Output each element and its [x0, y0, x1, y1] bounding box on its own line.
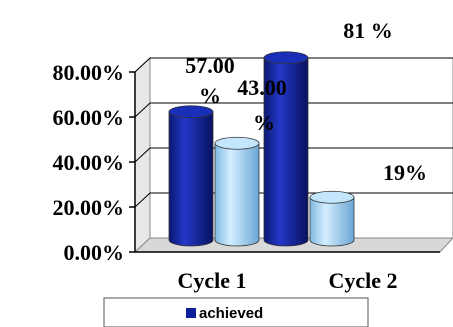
- gridline: [134, 147, 453, 163]
- bar-achieved-cycle-1: [168, 105, 214, 247]
- x-tick-label: Cycle 2: [328, 268, 397, 293]
- data-label: 19%: [383, 160, 427, 185]
- data-label: %: [253, 110, 275, 135]
- legend-swatch-achieved: [186, 308, 196, 318]
- data-labels: 57.00% 81 % 43.00% 19%: [185, 18, 427, 185]
- category-labels: Cycle 1 Cycle 2: [177, 268, 397, 293]
- bar-top: [263, 51, 309, 65]
- bar-body: [168, 111, 214, 247]
- data-label: %: [199, 83, 221, 108]
- y-tick-label: 0.00%: [64, 240, 125, 265]
- y-tick-labels: 0.00% 20.00% 40.00% 60.00% 80.00%: [53, 60, 135, 265]
- bar-top: [168, 105, 214, 119]
- bar-top: [214, 136, 260, 150]
- bar-body: [309, 196, 355, 247]
- legend-box: [103, 297, 369, 327]
- bars: [168, 51, 355, 247]
- gridline: [134, 102, 453, 118]
- bar-achieved-cycle-2: [263, 51, 309, 247]
- bar-body: [214, 142, 260, 247]
- y-tick-label: 40.00%: [53, 150, 125, 175]
- y-tick-label: 20.00%: [53, 195, 125, 220]
- bar-top: [309, 190, 355, 204]
- y-tick-label: 60.00%: [53, 105, 125, 130]
- bar-body: [263, 57, 309, 247]
- bar-series2-cycle-2: [309, 190, 355, 247]
- gridline: [134, 192, 453, 208]
- gridline: [134, 57, 453, 73]
- data-label: 43.00: [237, 75, 287, 100]
- data-label: 81 %: [343, 18, 393, 43]
- data-label: 57.00: [185, 53, 235, 78]
- legend: achieved: [103, 297, 369, 327]
- gridlines: [134, 57, 453, 208]
- bar-series2-cycle-1: [214, 136, 260, 247]
- y-tick-label: 80.00%: [53, 60, 125, 85]
- legend-label-achieved: achieved: [199, 305, 263, 322]
- x-tick-label: Cycle 1: [177, 268, 246, 293]
